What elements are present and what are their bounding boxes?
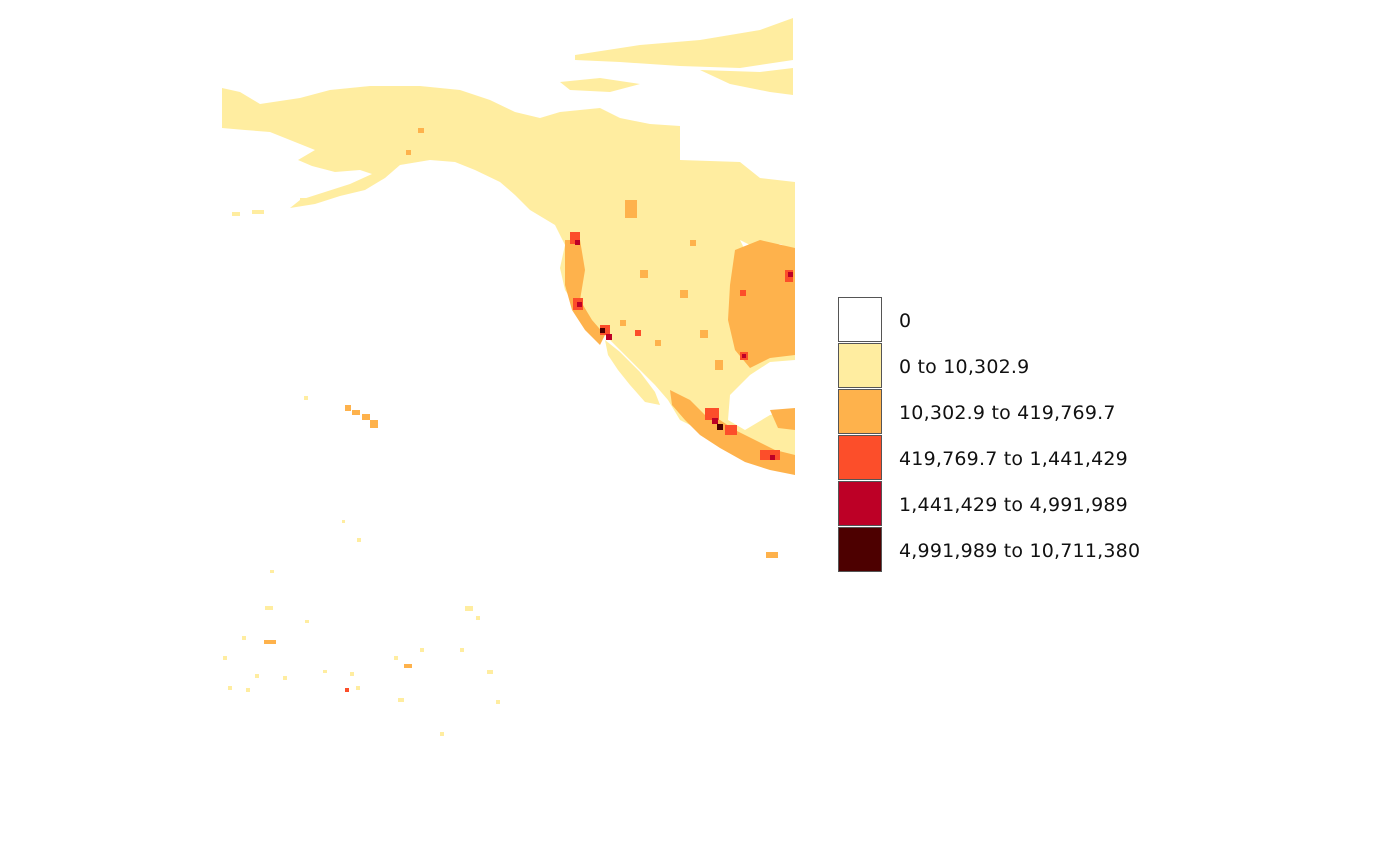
legend-swatch [838,435,882,480]
pacific-islands [223,396,500,736]
legend-label: 10,302.9 to 419,769.7 [899,402,1116,424]
legend-swatch [838,389,882,434]
legend-swatch [838,343,882,388]
legend-label: 4,991,989 to 10,711,380 [899,540,1141,562]
legend-label: 1,441,429 to 4,991,989 [899,494,1128,516]
land-max [600,328,723,430]
land-light [222,18,795,475]
legend-swatch [838,527,882,572]
legend-label: 0 [899,310,912,332]
legend-label: 0 to 10,302.9 [899,356,1030,378]
legend-swatch [838,481,882,526]
legend-label: 419,769.7 to 1,441,429 [899,448,1128,470]
land-very-high [575,240,793,460]
legend-swatch [838,297,882,342]
